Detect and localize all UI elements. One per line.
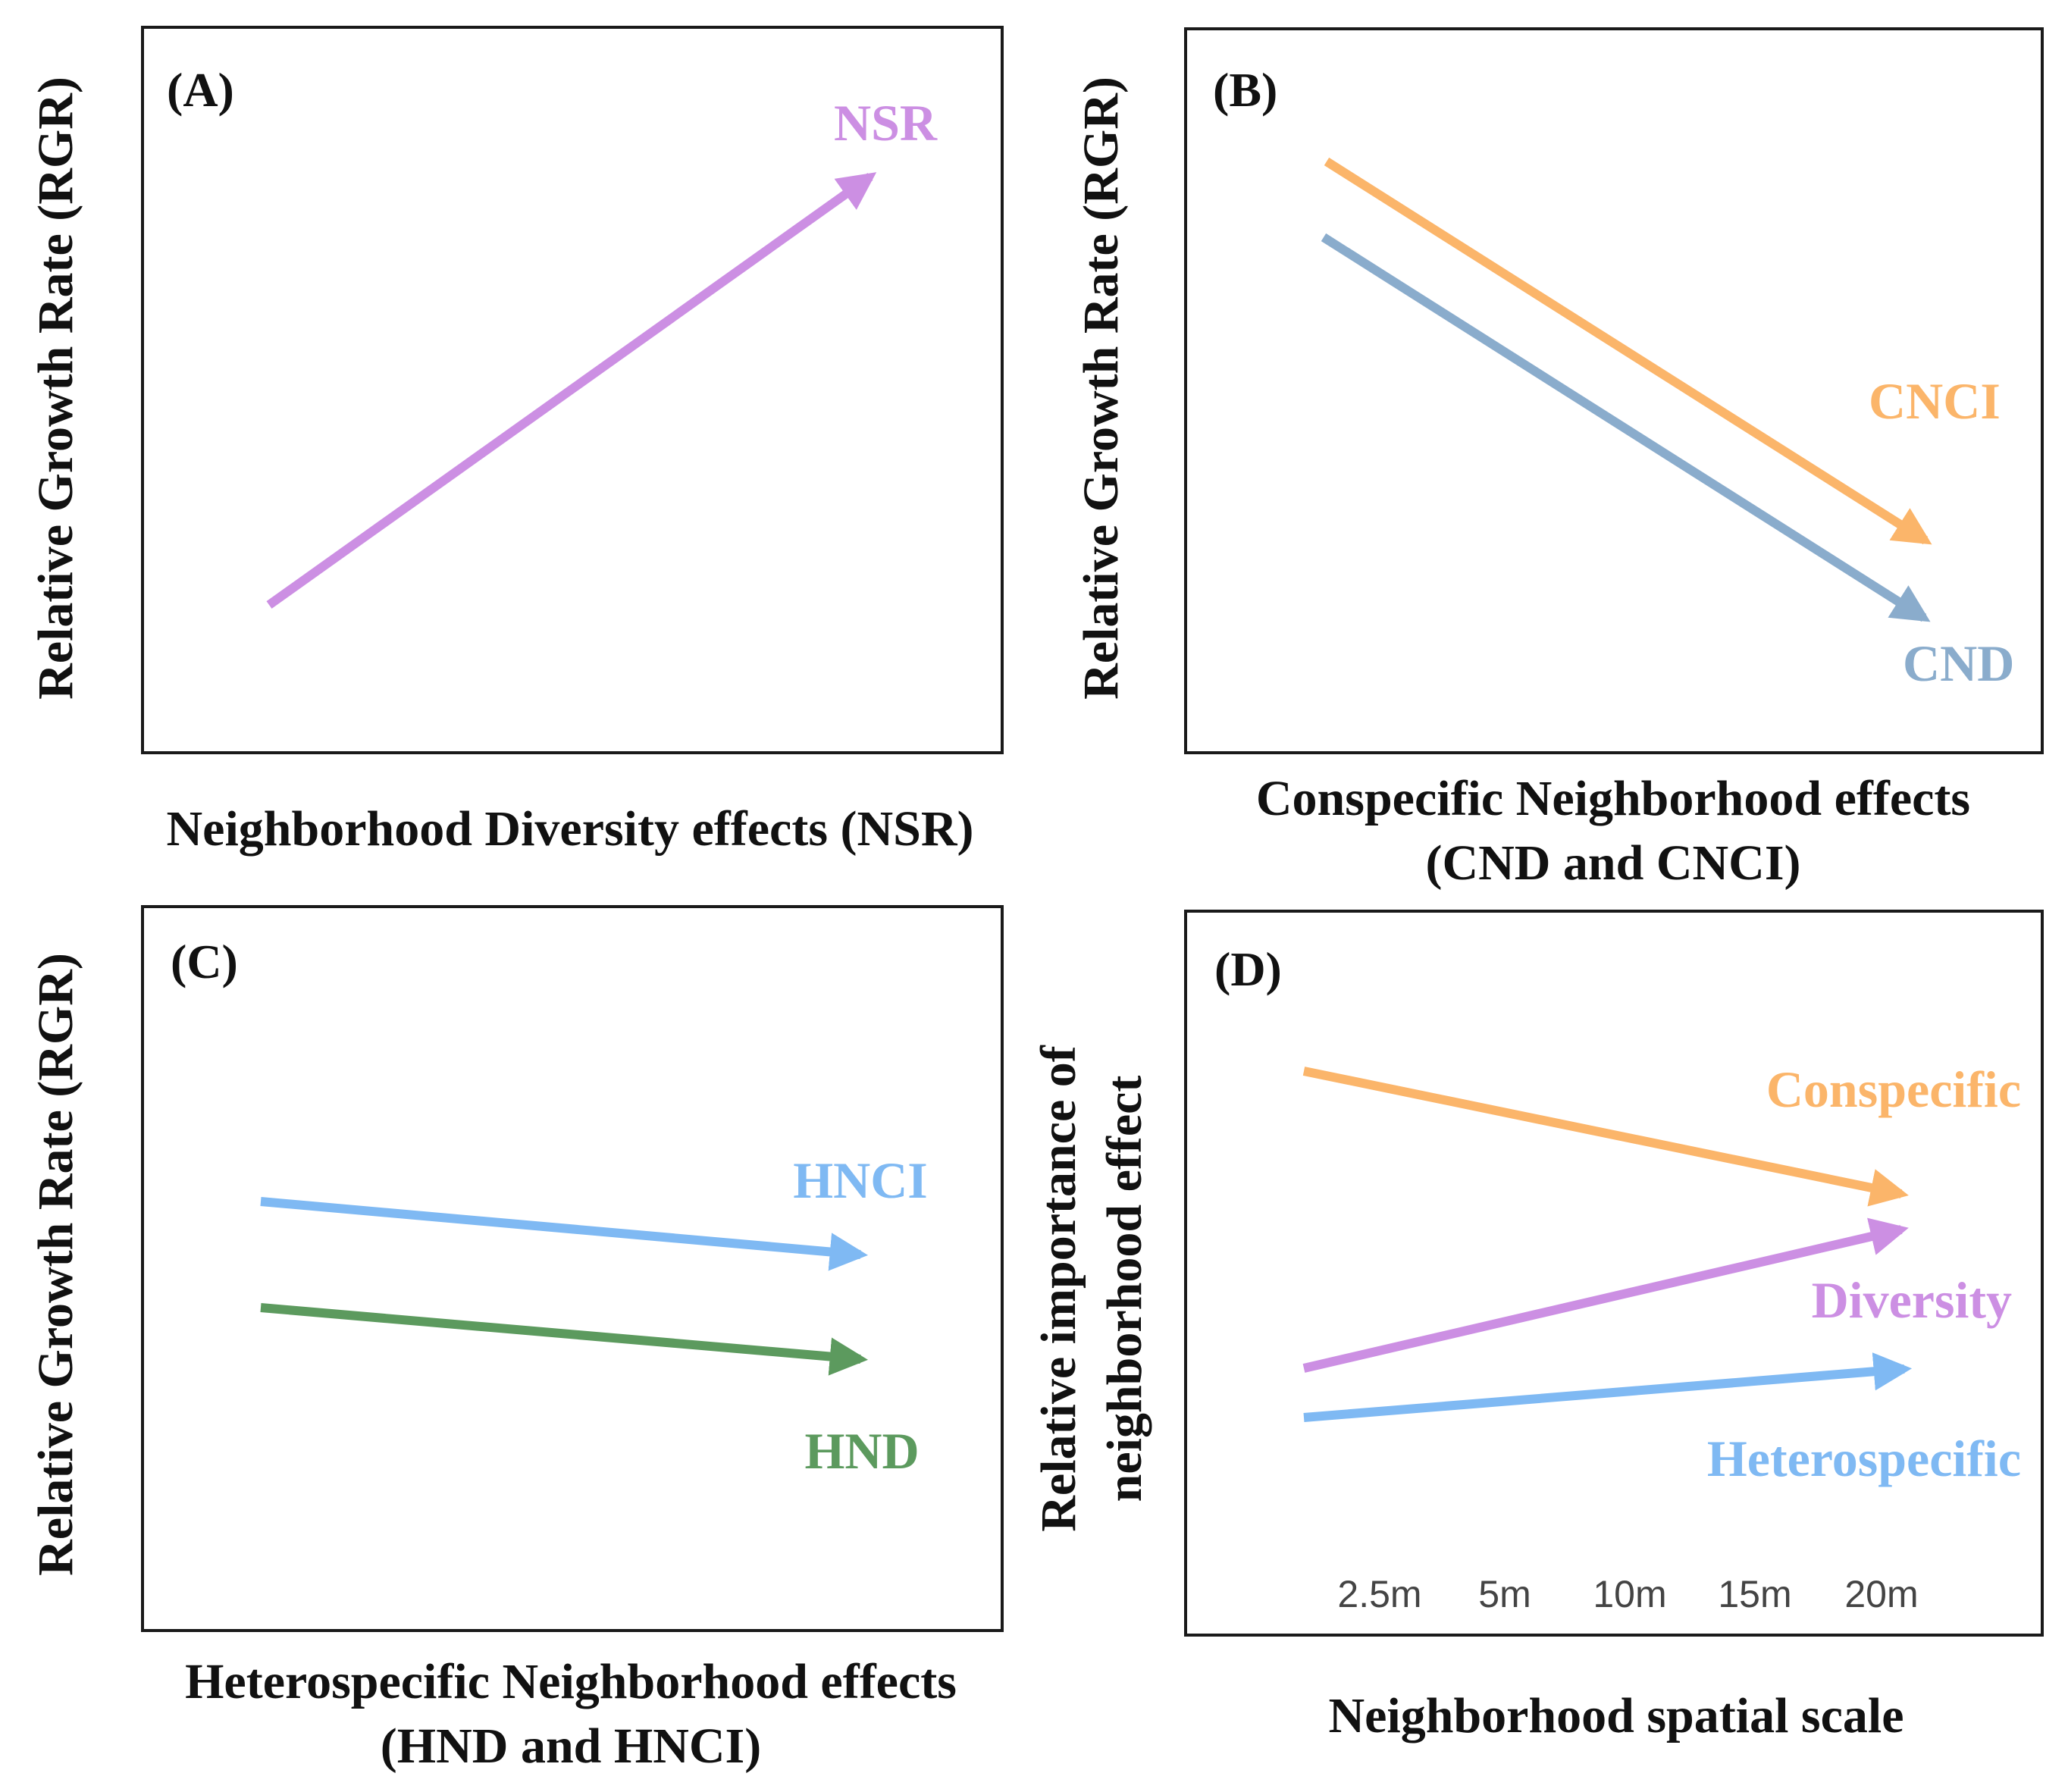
hnci-label: HNCI — [793, 1151, 928, 1209]
panel-a: (A) NSR Relative Growth Rate (RGR) Neigh… — [28, 26, 1004, 857]
tick-label: 20m — [1844, 1573, 1918, 1615]
tick-label: 10m — [1593, 1573, 1666, 1615]
conspecific-label: Conspecific — [1766, 1060, 2021, 1118]
panel-c-ylabel: Relative Growth Rate (RGR) — [28, 953, 83, 1576]
hnci-arrow — [260, 1197, 869, 1271]
panel-c-xlabel-line1: Heterospecific Neighborhood effects — [185, 1654, 957, 1709]
panel-b: (B) CNCI CND Relative Growth Rate (RGR) … — [1073, 27, 2044, 891]
panel-d-tag: (D) — [1214, 942, 1282, 996]
panel-d: (D) Conspecific Diversity Heterospecific… — [1031, 910, 2044, 1743]
panel-b-xlabel-line2: (CND and CNCI) — [1425, 835, 1800, 891]
panel-b-tag: (B) — [1213, 63, 1277, 117]
cnd-arrow — [1321, 233, 1931, 622]
panel-a-frame — [141, 26, 1004, 754]
diversity-label: Diversity — [1812, 1271, 2012, 1329]
panel-d-ylabel-line2: neighborhood effect — [1097, 1076, 1152, 1502]
panel-c-xlabel-line2: (HND and HNCI) — [381, 1718, 761, 1774]
panel-b-ylabel: Relative Growth Rate (RGR) — [1073, 77, 1129, 700]
conspecific-arrow — [1302, 1067, 1909, 1207]
heterospecific-arrow — [1303, 1352, 1913, 1422]
panel-c: (C) HNCI HND Relative Growth Rate (RGR) … — [28, 905, 1004, 1774]
scale-ticks: 2.5m 5m 10m 15m 20m — [1337, 1573, 1918, 1615]
tick-label: 2.5m — [1337, 1573, 1421, 1615]
cnd-label: CND — [1903, 634, 2014, 692]
panel-b-frame — [1184, 27, 2044, 754]
tick-label: 5m — [1478, 1573, 1531, 1615]
cnci-arrow — [1324, 157, 1932, 545]
panel-c-tag: (C) — [171, 935, 238, 988]
panel-a-tag: (A) — [167, 63, 234, 117]
panel-c-frame — [141, 905, 1004, 1632]
nsr-label: NSR — [834, 94, 938, 152]
heterospecific-label: Heterospecific — [1707, 1430, 2021, 1487]
panel-a-ylabel: Relative Growth Rate (RGR) — [28, 77, 83, 700]
diversity-arrow — [1302, 1217, 1909, 1373]
panel-b-xlabel-line1: Conspecific Neighborhood effects — [1256, 771, 1970, 826]
tick-label: 15m — [1718, 1573, 1791, 1615]
hnd-arrow — [260, 1303, 869, 1376]
panel-d-ylabel-line1: Relative importance of — [1031, 1045, 1086, 1531]
panel-a-xlabel: Neighborhood Diversity effects (NSR) — [167, 801, 974, 857]
panel-d-xlabel: Neighborhood spatial scale — [1328, 1688, 1904, 1743]
panel-d-frame — [1184, 910, 2044, 1637]
nsr-arrow — [266, 172, 877, 609]
cnci-label: CNCI — [1869, 372, 2001, 430]
hnd-label: HND — [804, 1422, 919, 1480]
